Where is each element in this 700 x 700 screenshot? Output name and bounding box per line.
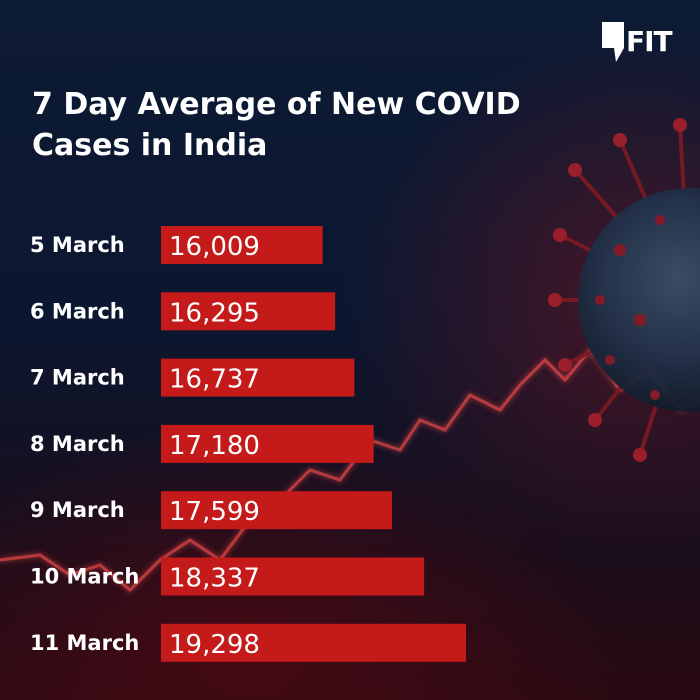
fit-logo-text: FIT [626, 25, 673, 58]
category-label: 7 March [30, 366, 125, 390]
category-label: 10 March [30, 565, 139, 589]
value-label: 17,599 [169, 497, 260, 527]
fit-logo-icon [602, 22, 624, 62]
category-label: 9 March [30, 498, 125, 522]
bar [161, 424, 374, 463]
bar [161, 358, 355, 397]
value-label: 17,180 [169, 431, 260, 461]
value-label: 16,737 [169, 365, 260, 395]
category-label: 5 March [30, 233, 125, 257]
bar [161, 226, 323, 264]
category-label: 11 March [30, 631, 139, 655]
bar [161, 623, 466, 662]
bar [161, 491, 392, 530]
bar [161, 292, 336, 331]
virus-illustration [548, 118, 700, 462]
value-label: 16,295 [169, 298, 260, 328]
bar [161, 557, 425, 596]
category-label: 6 March [30, 299, 125, 323]
category-label: 8 March [30, 432, 125, 456]
value-label: 18,337 [169, 564, 260, 594]
value-label: 19,298 [169, 630, 260, 660]
value-label: 16,009 [169, 232, 260, 262]
chart-title: 7 Day Average of New COVID Cases in Indi… [32, 87, 521, 163]
